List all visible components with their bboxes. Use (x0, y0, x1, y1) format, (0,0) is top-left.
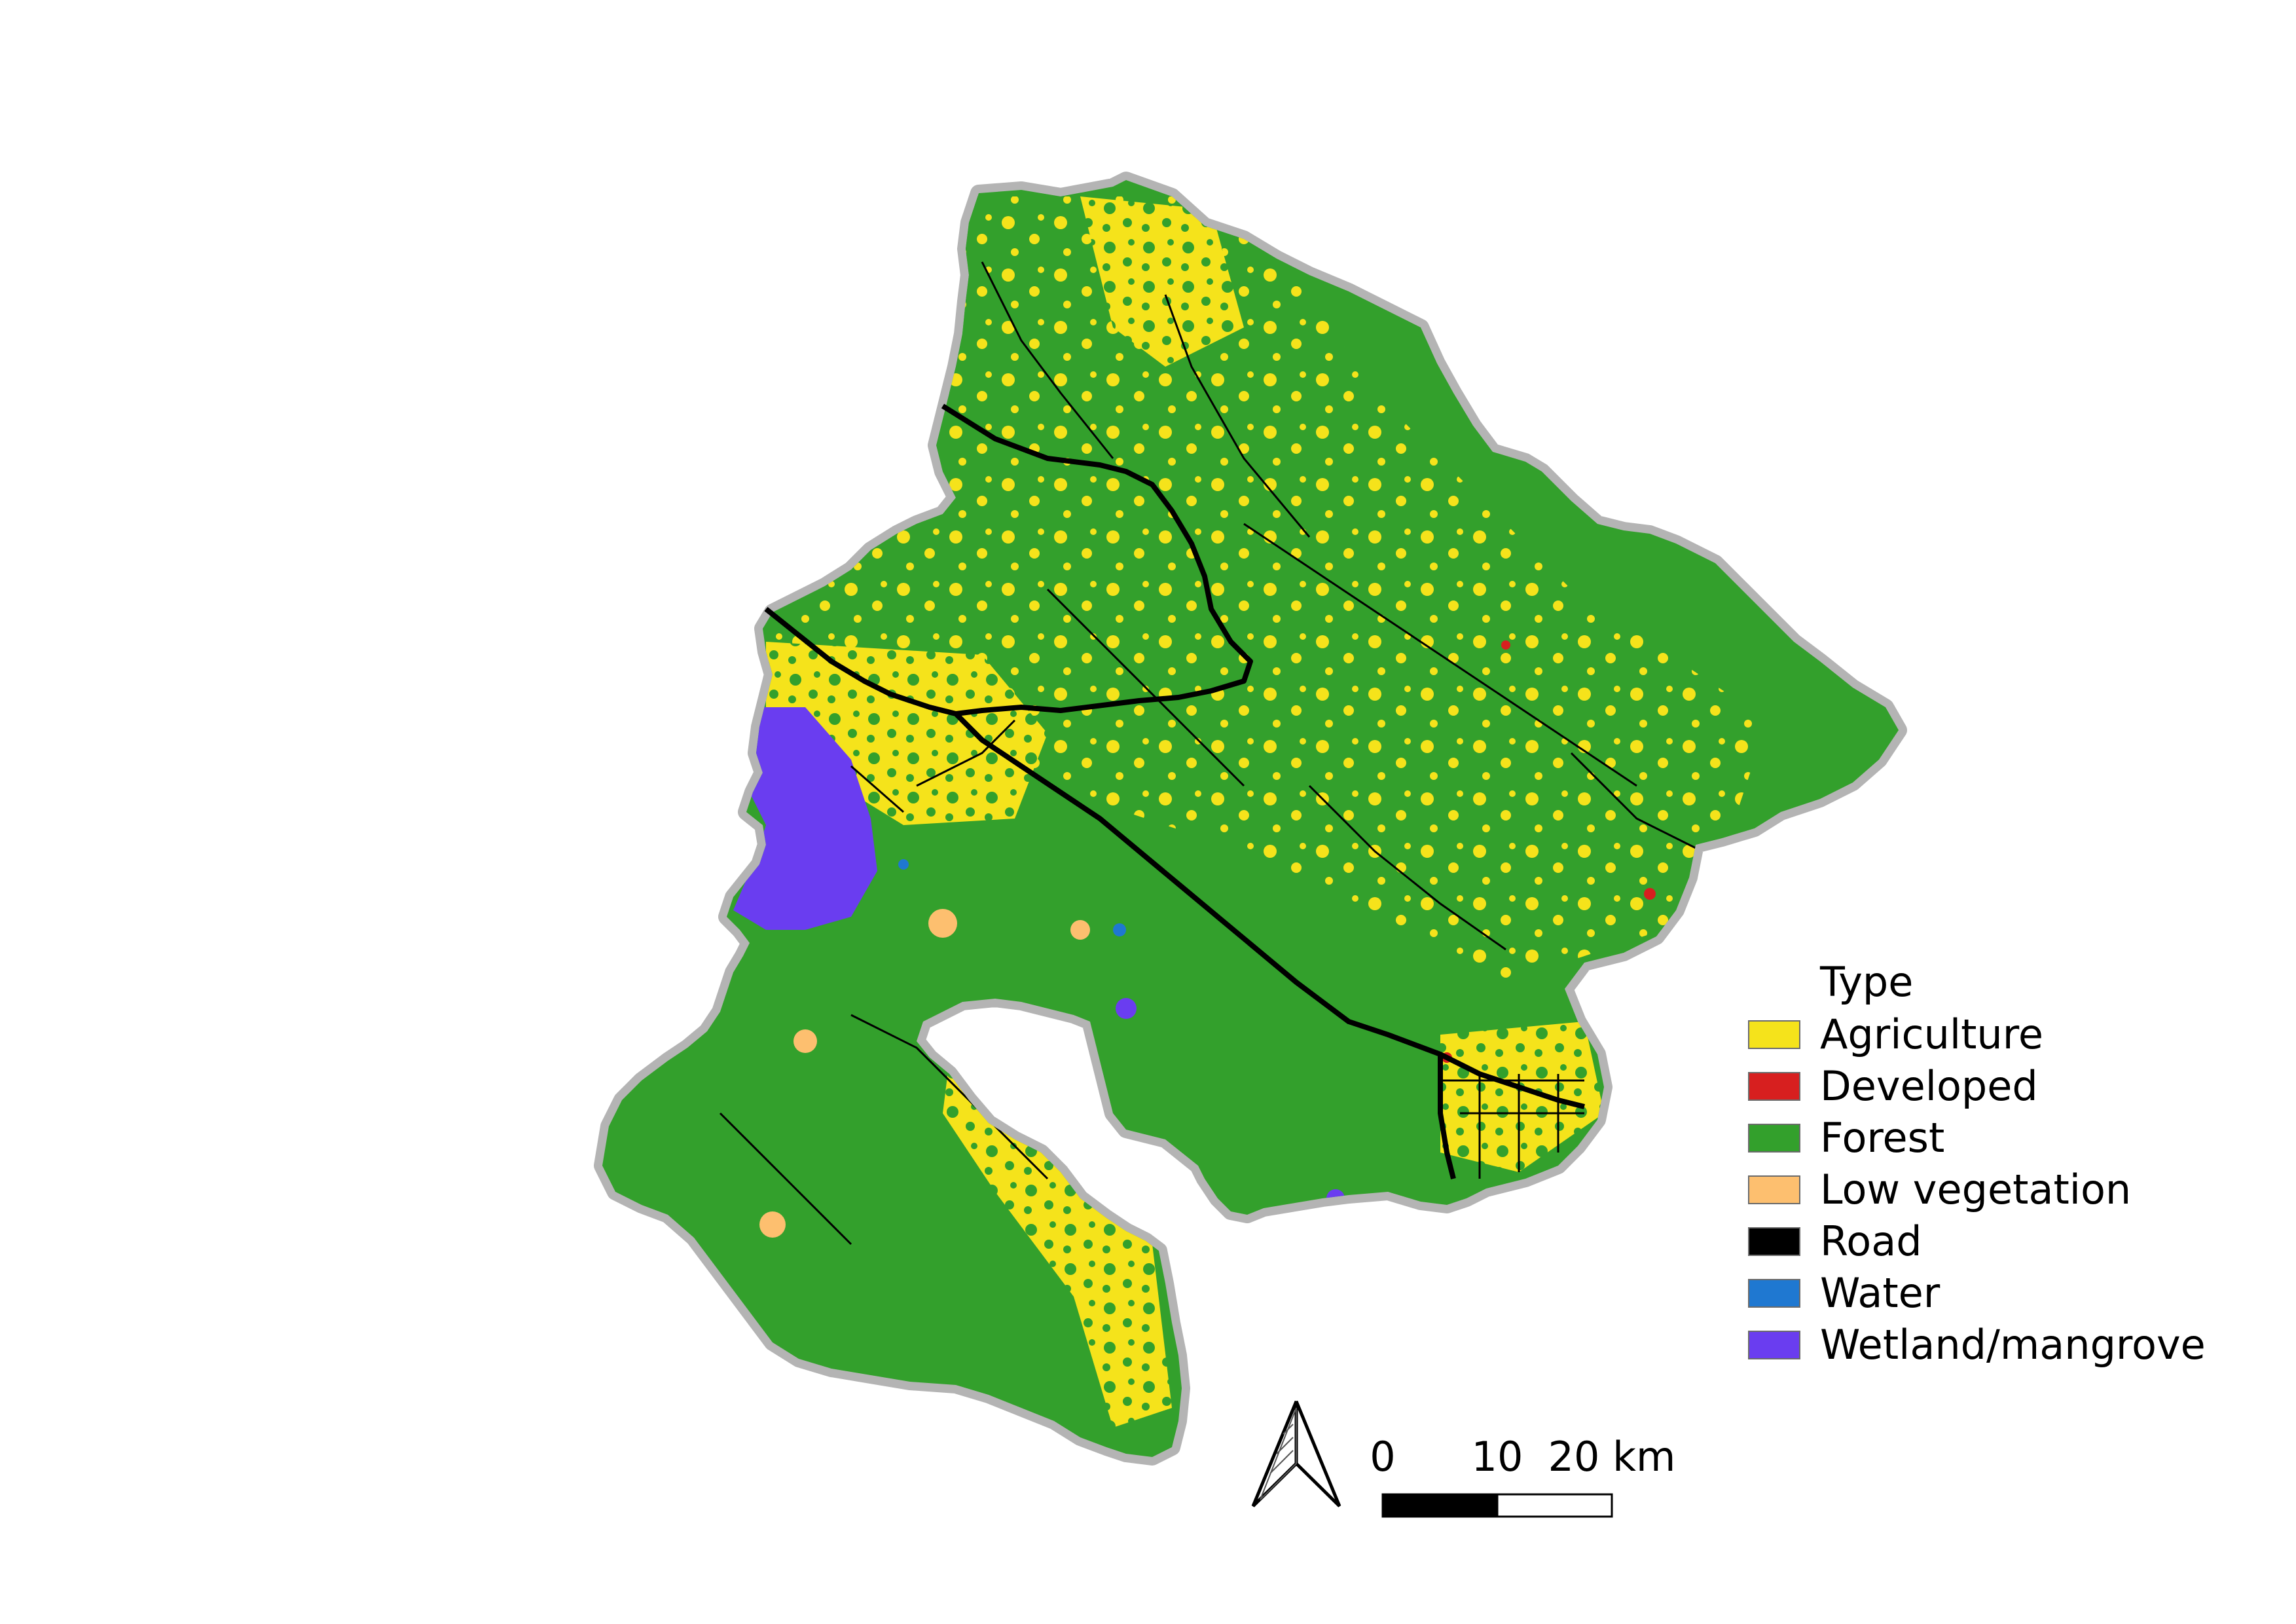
legend-label: Developed (1820, 1062, 2038, 1110)
legend-swatch-road (1748, 1227, 1800, 1256)
scale-label-0: 0 (1370, 1433, 1395, 1481)
legend-label: Road (1820, 1217, 1922, 1265)
wetland-mangrove-area (733, 707, 877, 930)
scale-label-10: 10 (1472, 1433, 1523, 1481)
legend-label: Wetland/mangrove (1820, 1321, 2206, 1369)
major-roads (764, 403, 1585, 1179)
land-cover-layer (602, 180, 1899, 1457)
low-vegetation-patch (793, 1029, 817, 1053)
legend-swatch-water (1748, 1278, 1800, 1308)
legend-item-road: Road (1748, 1215, 2206, 1267)
developed-area (1501, 640, 1510, 650)
legend-item-wetland-mangrove: Wetland/mangrove (1748, 1319, 2206, 1371)
legend-label: Agriculture (1820, 1010, 2043, 1058)
legend-label: Low vegetation (1820, 1166, 2132, 1213)
low-vegetation-patch (759, 1211, 786, 1238)
developed-area (1644, 888, 1656, 900)
wetland-patch (1116, 998, 1137, 1019)
water-body (1113, 923, 1126, 936)
legend-items: Agriculture Developed Forest Low vegetat… (1748, 1008, 2206, 1371)
agriculture-mixed-area (753, 196, 1768, 982)
legend-swatch-wetland-mangrove (1748, 1330, 1800, 1359)
legend-item-agriculture: Agriculture (1748, 1008, 2206, 1060)
legend-swatch-forest (1748, 1123, 1800, 1153)
low-vegetation-patch (1070, 920, 1090, 940)
water-body (898, 859, 909, 870)
legend-title: Type (1820, 958, 1914, 1006)
agriculture-area-peninsula (943, 1061, 1172, 1428)
legend-swatch-developed (1748, 1071, 1800, 1101)
north-arrow-icon (1251, 1401, 1341, 1507)
scale-bar-segment-black (1383, 1494, 1497, 1517)
scale-bar-segment-white (1496, 1493, 1613, 1518)
low-vegetation-patch (928, 909, 957, 938)
legend-label: Water (1820, 1269, 1941, 1317)
scale-label-20-km: 20 km (1548, 1433, 1676, 1481)
legend-swatch-low-vegetation (1748, 1175, 1800, 1204)
legend: Type Agriculture Developed Forest Low ve… (1748, 956, 2206, 1371)
legend-label: Forest (1820, 1114, 1945, 1162)
scale-bar: 0 10 20 km (1370, 1433, 1676, 1518)
legend-item-low-vegetation: Low vegetation (1748, 1164, 2206, 1215)
legend-item-developed: Developed (1748, 1060, 2206, 1112)
legend-item-water: Water (1748, 1267, 2206, 1319)
agriculture-area-southeast (1440, 1022, 1604, 1172)
legend-swatch-agriculture (1748, 1020, 1800, 1049)
agriculture-area-north (1080, 196, 1244, 367)
legend-item-forest: Forest (1748, 1112, 2206, 1164)
